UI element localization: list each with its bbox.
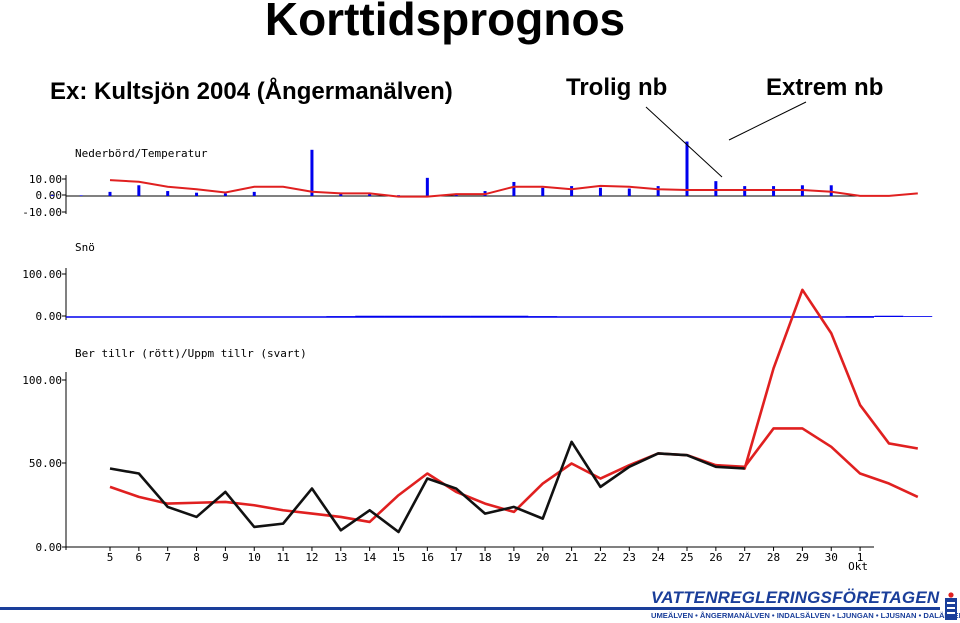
precip-bar [137,185,141,196]
snow-bar [874,315,904,317]
precip-bar [108,191,112,196]
inflow-x-tick-label: 6 [136,551,143,564]
temperature-line [109,179,918,198]
inflow-series-black-2 [109,440,745,534]
annotation-trolig-nb: Trolig nb [566,74,668,101]
brand-divider [0,607,940,610]
precip-bar [252,191,256,196]
precip-bar [656,186,660,196]
precip-bar [627,188,631,196]
inflow-x-tick-label: 13 [334,551,347,564]
inflow-x-tick-label: 25 [680,551,693,564]
brand-name: VATTENREGLERINGSFÖRETAGEN [651,588,940,607]
precip-bar [685,141,689,196]
snow-bar [903,316,933,317]
inflow-month-label: Okt [848,560,868,573]
inflow-y-tick-label: 50.00 [29,457,62,470]
snow-bar [441,315,471,317]
inflow-x-tick-label: 20 [536,551,549,564]
precip-bar [397,195,400,196]
annotation-extrem-nb: Extrem nb [766,74,884,101]
inflow-x-tick-label: 5 [107,551,114,564]
pointer-line-trolig [645,106,723,178]
precip-bar [425,177,429,196]
inflow-x-tick-label: 10 [248,551,261,564]
inflow-x-tick-label: 29 [796,551,809,564]
inflow-x-tick-label: 21 [565,551,578,564]
inflow-x-tick-label: 12 [305,551,318,564]
snow-bar [845,316,875,317]
snow-bar [470,315,500,317]
snow-bar [499,315,529,317]
snow-y-tick-label: 100.00 [22,268,62,281]
precip-bar [310,149,314,196]
precip-bar [223,193,227,196]
precip-bar [368,193,372,196]
inflow-series-red-1 [715,288,919,470]
snow-bar [528,316,558,317]
inflow-x-tick-label: 9 [222,551,229,564]
inflow-x-tick-label: 1 [857,551,864,564]
precip-bar [598,187,602,196]
panel-label-snow: Snö [75,241,95,254]
inflow-x-tick-label: 27 [738,551,751,564]
precip-y-tick-label: 0.00 [36,189,63,202]
inflow-x-tick-label: 26 [709,551,722,564]
brand-rivers: UMEÄLVEN • ÅNGERMANÄLVEN • INDALSÄLVEN •… [651,611,960,620]
precip-bar [512,181,516,196]
precip-bar [166,191,170,196]
snow-y-tick-label: 0.00 [36,310,63,323]
panel-label-inflow: Ber tillr (rött)/Uppm tillr (svart) [75,347,307,360]
pointer-line-extrem [728,101,807,141]
inflow-x-tick-label: 16 [421,551,434,564]
inflow-x-tick-label: 17 [450,551,463,564]
inflow-x-tick-label: 7 [164,551,171,564]
precip-bar [50,195,54,196]
snow-bar [326,316,356,317]
precip-y-tick-label: 10.00 [29,173,62,186]
inflow-x-tick-label: 14 [363,551,377,564]
precip-y-tick-label: -10.00 [22,206,62,219]
page-subtitle: Ex: Kultsjön 2004 (Ångermanälven) [50,78,453,105]
company-logo-icon [945,592,957,620]
precip-bar [195,192,199,196]
inflow-x-tick-label: 24 [652,551,666,564]
snow-bar [384,315,413,317]
inflow-x-tick-label: 22 [594,551,607,564]
inflow-series-red-0 [109,427,919,524]
snow-bar [355,315,385,317]
panel-label-precipitation: Nederbörd/Temperatur [75,147,208,160]
precip-bar [541,187,545,196]
precip-bar [829,185,833,196]
inflow-x-tick-label: 8 [193,551,200,564]
inflow-x-tick-label: 28 [767,551,780,564]
inflow-x-tick-label: 30 [825,551,838,564]
page-title: Korttidsprognos [264,0,626,45]
inflow-x-tick-label: 19 [507,551,520,564]
precip-bar [570,186,574,196]
inflow-x-tick-label: 15 [392,551,405,564]
precip-bar [79,195,83,196]
inflow-y-tick-label: 0.00 [36,541,63,554]
snow-bar [412,315,442,317]
precip-bar [714,181,718,196]
inflow-y-tick-label: 100.00 [22,374,62,387]
inflow-x-tick-label: 11 [276,551,289,564]
inflow-x-tick-label: 18 [478,551,491,564]
inflow-x-tick-label: 23 [623,551,636,564]
